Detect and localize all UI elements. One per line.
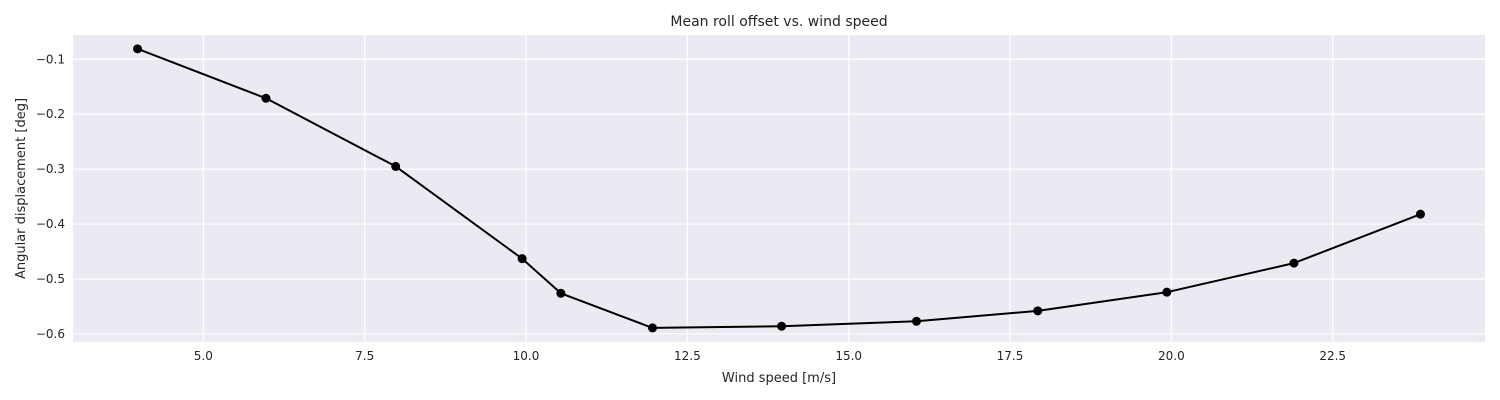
data-point [261,93,271,103]
data-point [556,288,566,298]
x-tick-label: 22.5 [1319,349,1346,363]
y-tick-label: −0.4 [36,217,65,231]
x-gridlines [202,35,1334,342]
chart-title: Mean roll offset vs. wind speed [670,14,887,30]
y-tick-labels: −0.1 −0.2 −0.3 −0.4 −0.5 −0.6 [36,52,65,341]
y-tick-label: −0.1 [36,52,65,66]
series-line [137,47,1421,329]
data-point [1415,209,1425,219]
x-tick-labels: 5.0 7.5 10.0 12.5 15.0 17.5 20.0 22.5 [194,349,1346,363]
data-point [133,44,143,54]
data-point [911,316,921,326]
y-axis-label: Angular displacement [deg] [14,98,29,279]
series-line-group [137,47,1421,329]
data-point [391,161,401,171]
x-tick-label: 20.0 [1158,349,1185,363]
data-point [777,321,787,331]
data-points [133,44,1425,333]
x-tick-label: 15.0 [835,349,862,363]
y-tick-label: −0.6 [36,327,65,341]
data-point [1162,287,1172,297]
y-tick-label: −0.3 [36,162,65,176]
y-tick-label: −0.5 [36,272,65,286]
y-gridlines [73,58,1485,335]
x-tick-label: 10.0 [513,349,540,363]
y-tick-label: −0.2 [36,107,65,121]
x-tick-label: 12.5 [674,349,701,363]
x-tick-label: 17.5 [997,349,1024,363]
data-point [648,323,658,333]
data-point [1033,306,1043,316]
x-tick-label: 5.0 [194,349,213,363]
plot-background [73,35,1485,342]
x-tick-label: 7.5 [355,349,374,363]
data-point [1289,258,1299,268]
x-axis-label: Wind speed [m/s] [722,371,836,386]
data-point [517,254,527,264]
